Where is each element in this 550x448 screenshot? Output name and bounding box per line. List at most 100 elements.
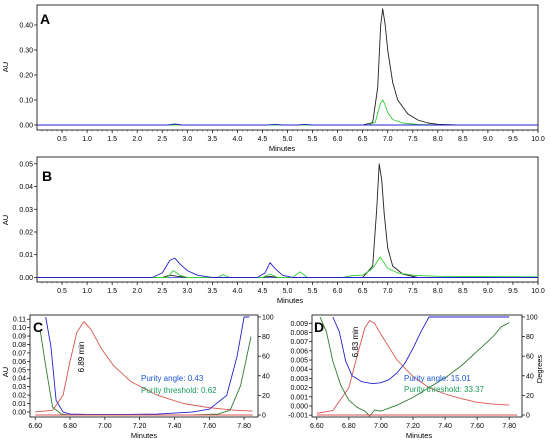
y-tick-label: 0.00 bbox=[19, 275, 33, 282]
x-tick-label: 7.5 bbox=[408, 288, 418, 295]
series-line-blue bbox=[45, 316, 250, 415]
series-line-red bbox=[35, 321, 253, 413]
purity-threshold-label: Purity threshold: 33.37 bbox=[404, 385, 485, 394]
x-tick-label: 7.00 bbox=[98, 423, 112, 430]
x-tick-label: 10.0 bbox=[531, 288, 545, 295]
purity-angle-label: Purity angle: 0.43 bbox=[141, 374, 204, 383]
plot-frame bbox=[36, 156, 539, 283]
y2-tick-label: 40 bbox=[262, 373, 270, 380]
y-tick-label: 0.02 bbox=[12, 393, 26, 400]
x-tick-label: 2.5 bbox=[157, 288, 167, 295]
x-tick-label: 7.40 bbox=[438, 423, 452, 430]
x-tick-label: 1.0 bbox=[82, 136, 92, 143]
y-tick-label: 0.00 bbox=[19, 123, 33, 130]
x-tick-label: 7.60 bbox=[202, 423, 216, 430]
x-tick-label: 1.5 bbox=[107, 288, 117, 295]
y-tick-label: 0.007 bbox=[290, 339, 308, 346]
y-tick-label: 0.40 bbox=[19, 23, 33, 30]
y-axis-label: AU bbox=[1, 215, 10, 225]
y-tick-label: 0.006 bbox=[290, 348, 308, 355]
x-tick-label: 8.0 bbox=[433, 136, 443, 143]
x-tick-label: 5.5 bbox=[308, 136, 318, 143]
y-tick-label: 0.07 bbox=[12, 350, 26, 357]
panel-label: C bbox=[33, 319, 43, 335]
x-tick-label: 6.5 bbox=[358, 136, 368, 143]
x-tick-label: 2.5 bbox=[157, 136, 167, 143]
x-tick-label: 4.0 bbox=[233, 288, 243, 295]
x-tick-label: 9.0 bbox=[483, 136, 493, 143]
x-tick-label: 5.0 bbox=[283, 288, 293, 295]
x-tick-label: 7.5 bbox=[408, 136, 418, 143]
y-tick-label: 0.11 bbox=[13, 317, 26, 324]
x-tick-label: 0.5 bbox=[57, 288, 67, 295]
y-tick-label: 0.008 bbox=[290, 330, 308, 337]
x-tick-label: 8.0 bbox=[433, 288, 443, 295]
panel-b: 0.00 0.01 0.02 0.03 0.04 0.05 0.5 1.0 1.5 2.0 2.5 3… bbox=[1, 156, 545, 305]
x-tick-label: 2.0 bbox=[132, 136, 142, 143]
panel-label: A bbox=[40, 11, 50, 27]
y2-tick-label: 100 bbox=[526, 314, 538, 321]
y2-tick-label: 20 bbox=[526, 393, 534, 400]
y-tick-label: 0.004 bbox=[290, 367, 308, 374]
y-tick-label: 0.20 bbox=[19, 73, 33, 80]
series-line-red bbox=[316, 320, 510, 414]
plot-frame bbox=[311, 314, 523, 418]
y-tick-label: 0.04 bbox=[19, 184, 33, 191]
panel-label: D bbox=[314, 319, 324, 335]
x-tick-label: 7.80 bbox=[502, 423, 516, 430]
x-tick-label: 3.5 bbox=[207, 288, 217, 295]
x-tick-label: 6.60 bbox=[310, 423, 324, 430]
y2-tick-label: 100 bbox=[262, 314, 274, 321]
y-tick-label: 0.005 bbox=[290, 358, 308, 365]
y2-tick-label: 60 bbox=[262, 354, 270, 361]
x-tick-label: 9.5 bbox=[508, 288, 518, 295]
x-tick-label: 6.5 bbox=[358, 288, 368, 295]
x-tick-label: 7.20 bbox=[406, 423, 420, 430]
x-tick-label: 6.80 bbox=[63, 423, 77, 430]
x-tick-label: 6.0 bbox=[333, 288, 343, 295]
y-tick-label: 0.08 bbox=[12, 342, 26, 349]
series-line-blue bbox=[37, 257, 538, 278]
x-tick-label: 7.0 bbox=[383, 288, 393, 295]
y-tick-label: 0.009 bbox=[290, 321, 308, 328]
y-tick-label: 0.03 bbox=[19, 207, 33, 214]
x-tick-label: 5.0 bbox=[283, 136, 293, 143]
x-tick-label: 6.80 bbox=[342, 423, 356, 430]
y-tick-label: 0.06 bbox=[12, 359, 26, 366]
x-tick-label: 7.80 bbox=[237, 423, 251, 430]
y-tick-label: 0.04 bbox=[12, 376, 26, 383]
x-tick-label: 10.0 bbox=[531, 136, 545, 143]
x-tick-label: 3.0 bbox=[182, 136, 192, 143]
y-tick-label: 0.01 bbox=[19, 252, 33, 259]
x-tick-label: 4.5 bbox=[258, 136, 268, 143]
x-axis-label: Minutes bbox=[269, 144, 296, 153]
y2-tick-label: 20 bbox=[262, 393, 270, 400]
x-tick-label: 7.0 bbox=[383, 136, 393, 143]
series-line-green bbox=[37, 256, 539, 278]
peak-time-label: 6.89 min bbox=[77, 342, 86, 373]
x-tick-label: 4.0 bbox=[233, 136, 243, 143]
x-tick-label: 6.0 bbox=[333, 136, 343, 143]
x-tick-label: 2.0 bbox=[132, 288, 142, 295]
y2-tick-label: 80 bbox=[526, 334, 534, 341]
y-axis-label: AU bbox=[1, 367, 10, 377]
y-tick-label: 0.01 bbox=[12, 401, 26, 408]
y-tick-label: -0.001 bbox=[288, 413, 308, 420]
x-tick-label: 8.5 bbox=[458, 136, 468, 143]
x-tick-label: 1.5 bbox=[107, 136, 117, 143]
purity-angle-label: Purity angle: 15.01 bbox=[404, 374, 471, 383]
x-axis-label: Minutes bbox=[131, 431, 158, 440]
x-tick-label: 3.0 bbox=[182, 288, 192, 295]
x-tick-label: 7.40 bbox=[168, 423, 182, 430]
y-tick-label: 0.003 bbox=[290, 376, 308, 383]
panel-label: B bbox=[42, 168, 52, 184]
y2-tick-label: 80 bbox=[262, 334, 270, 341]
panel-a: 0.00 0.10 0.20 0.30 0.40 0.5 1.0 1.5 2.0 2.5 3.0 3.… bbox=[1, 4, 545, 153]
y-tick-label: 0.05 bbox=[19, 161, 33, 168]
x-tick-label: 4.5 bbox=[258, 288, 268, 295]
y-tick-label: 0.09 bbox=[12, 334, 26, 341]
y-tick-label: 0.002 bbox=[290, 385, 308, 392]
y2-tick-label: 0 bbox=[526, 413, 530, 420]
x-axis-label: Minutes bbox=[277, 296, 304, 305]
